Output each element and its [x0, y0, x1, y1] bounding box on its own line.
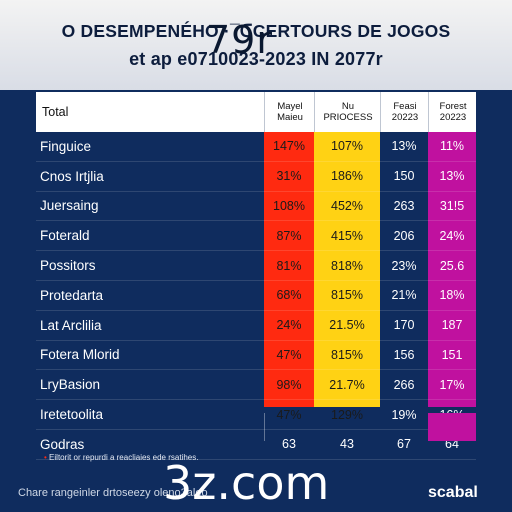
row-value-3: 13% — [391, 139, 417, 154]
row-value-2: 815% — [331, 347, 363, 362]
page-subtitle: et ap e0710023-2023 IN 2077r — [129, 49, 383, 69]
row-value-1: 98% — [276, 377, 302, 392]
row-value-3: 263 — [393, 198, 415, 213]
footer-value-1: 63 — [282, 437, 296, 452]
row-label: Finguice — [40, 138, 92, 154]
column-header-4[interactable]: Forest 20223 — [428, 92, 477, 132]
source-text: Chare rangeinler drtoseezy oleno3aleo — [18, 487, 208, 499]
row-label: Juersaing — [40, 198, 99, 214]
table-row: Possitors 81% 818% 23% 25.6 — [36, 251, 476, 281]
row-value-3: 156 — [393, 347, 415, 362]
row-value-4: 24% — [439, 228, 465, 243]
column-header-1[interactable]: Mayel Maieu — [264, 92, 315, 132]
column-header-2[interactable]: Nu PRIOCESS — [314, 92, 381, 132]
row-value-1: 108% — [273, 198, 305, 213]
row-value-4: 31!5 — [439, 198, 465, 213]
row-value-3: 21% — [391, 288, 417, 303]
row-value-4: 187 — [441, 318, 463, 333]
row-value-4: 18% — [439, 288, 465, 303]
row-value-2: 21.7% — [329, 377, 365, 392]
footer-label: Godras — [40, 436, 85, 452]
table-row: Fotera Mlorid 47% 815% 156 151 — [36, 341, 476, 371]
footer-value-3: 67 — [397, 437, 411, 452]
table-row: Cnos Irtjlia 31% 186% 150 13% — [36, 162, 476, 192]
row-value-2: 815% — [331, 288, 363, 303]
band-red — [264, 132, 314, 407]
row-value-1: 87% — [276, 228, 302, 243]
table-row: Protedarta 68% 815% 21% 18% — [36, 281, 476, 311]
footer-divider — [264, 413, 265, 441]
bullet-icon: • — [44, 453, 47, 462]
footnote-text: Eiltorit or repurdi a reacliaies ede rsa… — [49, 453, 199, 462]
row-label: LryBasion — [40, 377, 101, 393]
row-value-3: 206 — [393, 228, 415, 243]
row-value-1: 147% — [273, 139, 305, 154]
row-value-2: 415% — [331, 228, 363, 243]
band-purple — [428, 132, 476, 407]
row-value-4: 13% — [439, 169, 465, 184]
header-band — [0, 0, 512, 90]
table-row: Lat Arclilia 24% 21.5% 170 187 — [36, 311, 476, 341]
footer-value-2: 43 — [340, 437, 354, 452]
row-label: Possitors — [40, 258, 96, 274]
row-value-2: 452% — [331, 198, 363, 213]
row-value-3: 266 — [393, 377, 415, 392]
table-row: Juersaing 108% 452% 263 31!5 — [36, 192, 476, 222]
row-value-1: 24% — [276, 318, 302, 333]
table-header-row: Total Mayel Maieu Nu PRIOCESS Feasi 20223 F… — [36, 92, 476, 132]
row-value-3: 150 — [393, 169, 415, 184]
row-value-4: 25.6 — [439, 258, 465, 273]
row-label: Foterald — [40, 228, 90, 244]
row-value-4: 17% — [439, 377, 465, 392]
row-value-2: 129% — [331, 407, 363, 422]
row-value-1: 81% — [276, 258, 302, 273]
row-value-2: 818% — [331, 258, 363, 273]
overlay-text: 79r — [206, 18, 273, 62]
row-value-3: 19% — [391, 407, 417, 422]
row-label: Iretetoolita — [40, 407, 104, 423]
row-label: Cnos Irtjlia — [40, 168, 104, 184]
footnote: • Eiltorit or repurdi a reacliaies ede r… — [44, 453, 198, 462]
row-value-1: 68% — [276, 288, 302, 303]
row-value-1: 47% — [276, 347, 302, 362]
band-yellow — [314, 132, 380, 407]
table-row: Foterald 87% 415% 206 24% — [36, 221, 476, 252]
row-value-3: 23% — [391, 258, 417, 273]
table-row: Finguice 147% 107% 13% 11% — [36, 132, 476, 162]
row-value-1: 47% — [276, 407, 302, 422]
footer-purple-cell — [428, 413, 476, 441]
watermark: 3z.com — [163, 456, 330, 510]
table-row: LryBasion 98% 21.7% 266 17% — [36, 370, 476, 401]
row-value-2: 107% — [331, 139, 363, 154]
brand-logo: scabal — [428, 484, 478, 501]
column-header-3[interactable]: Feasi 20223 — [380, 92, 429, 132]
row-value-1: 31% — [276, 169, 302, 184]
row-value-2: 186% — [331, 169, 363, 184]
header-label: Total — [42, 105, 69, 119]
row-value-2: 21.5% — [329, 318, 365, 333]
row-label: Fotera Mlorid — [40, 347, 120, 363]
page-title: O DESEMPENÉHO ·¯ᑕCERTOURS DE JOGOS — [61, 21, 451, 41]
data-table: Total Mayel Maieu Nu PRIOCESS Feasi 20223 F… — [36, 92, 476, 460]
row-value-4: 151 — [441, 347, 463, 362]
row-value-4: 11% — [439, 139, 465, 154]
row-label: Protedarta — [40, 287, 104, 303]
row-label: Lat Arclilia — [40, 317, 102, 333]
table-body: Finguice 147% 107% 13% 11% Cnos Irtjlia 31% 186… — [36, 132, 476, 430]
row-value-3: 170 — [393, 318, 415, 333]
